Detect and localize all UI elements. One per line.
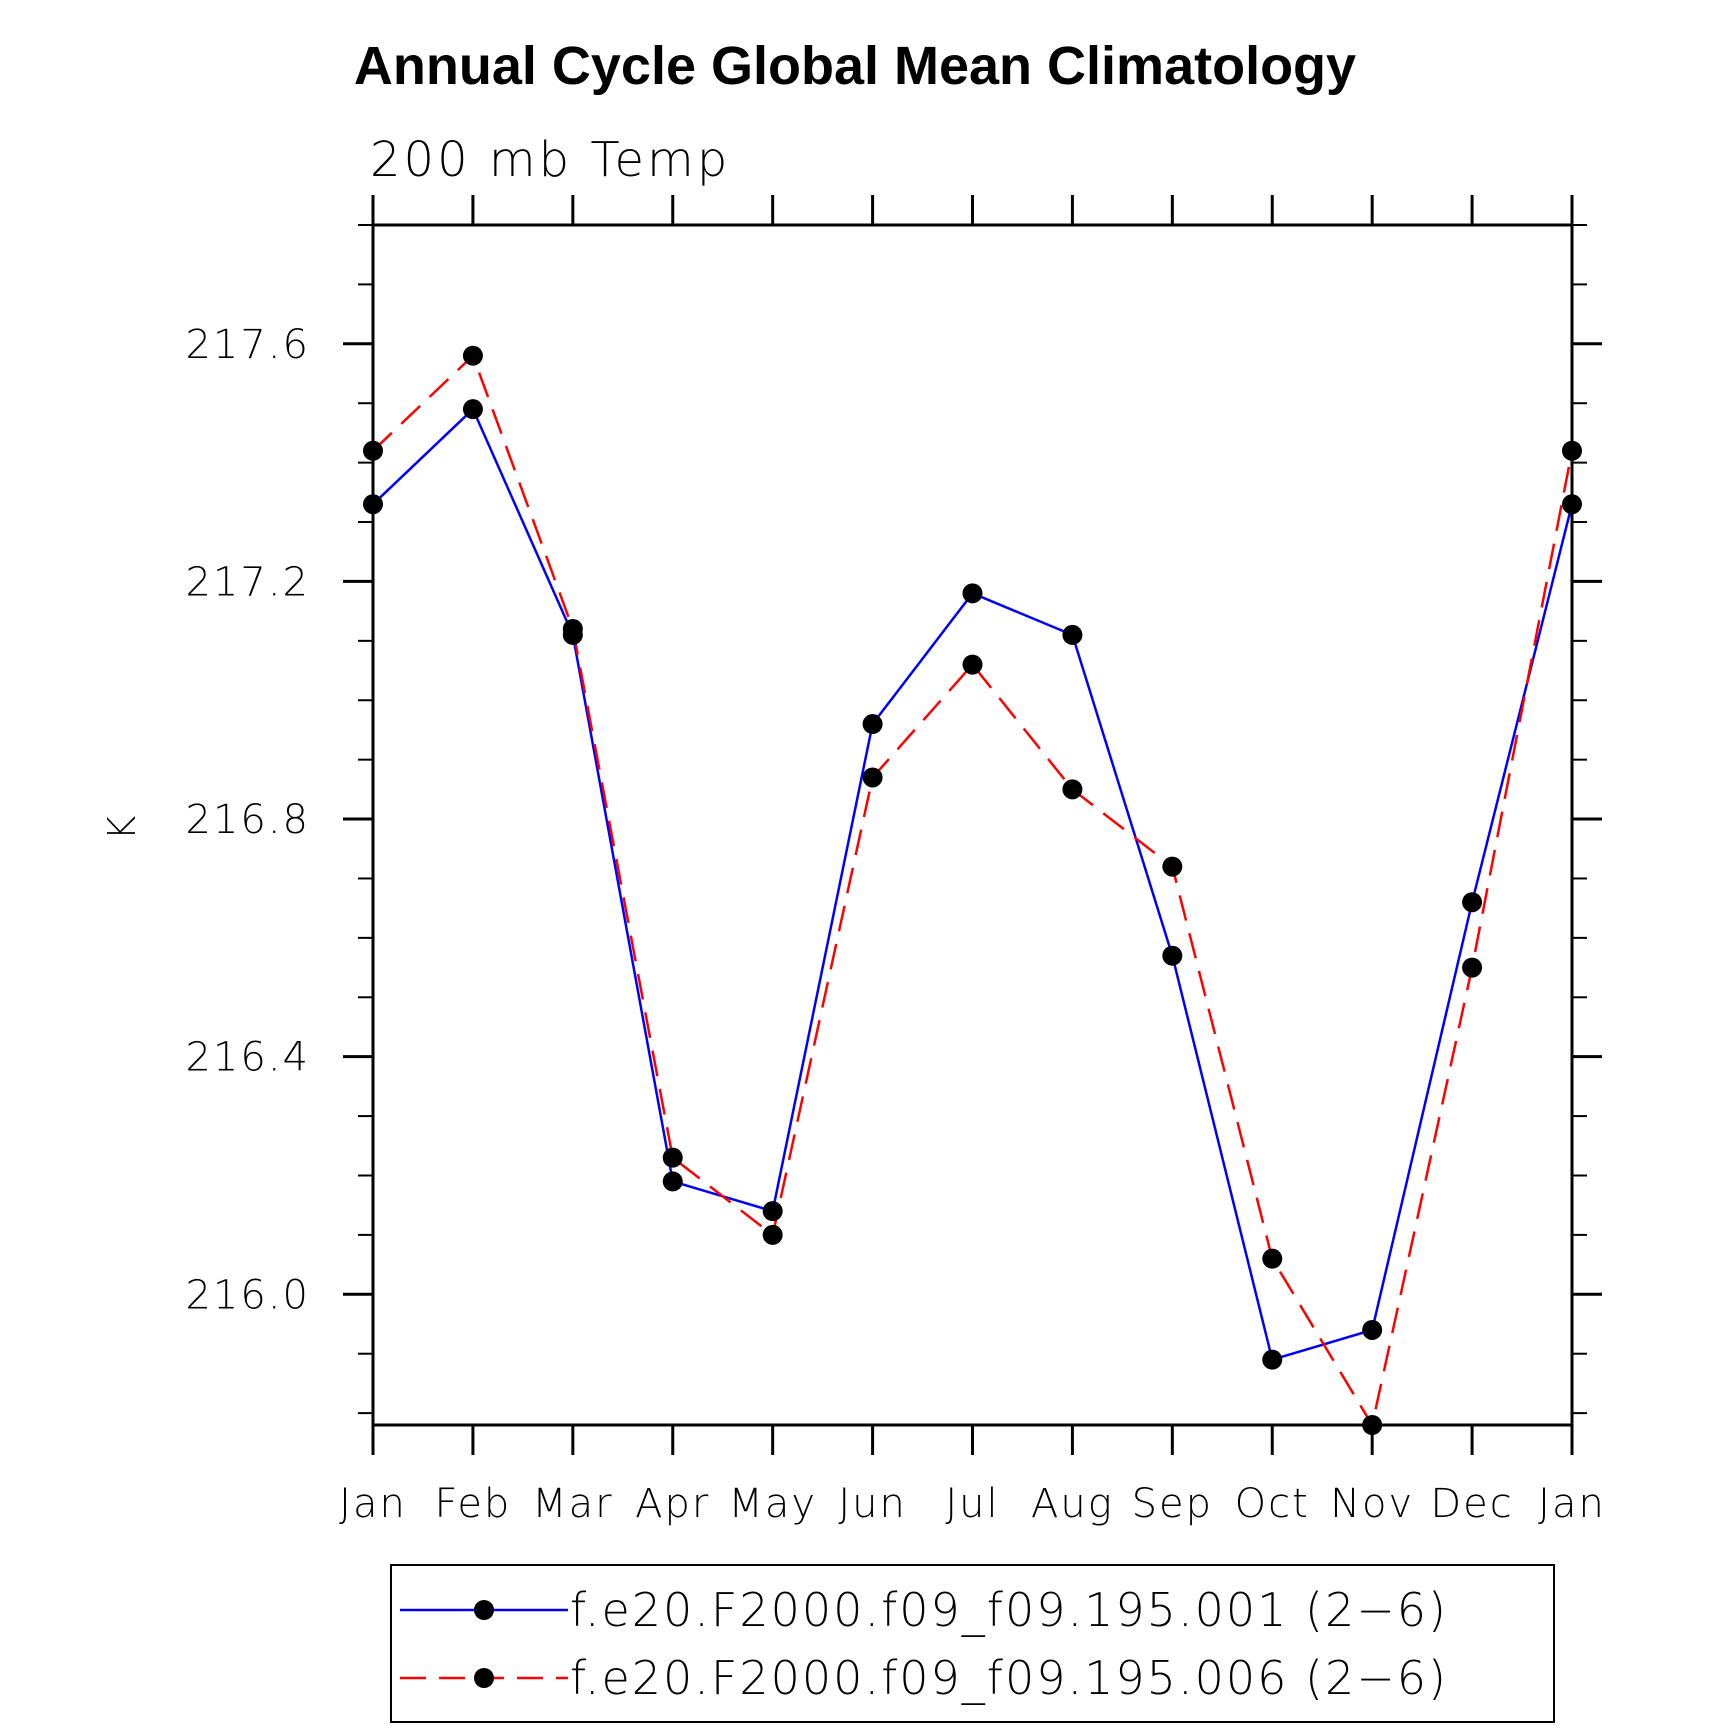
series-line-1 xyxy=(372,407,1574,1362)
data-point-series-1 xyxy=(1162,945,1183,966)
data-point-series-1 xyxy=(1562,494,1582,515)
x-tick-label: Apr xyxy=(635,1481,710,1527)
legend-label-2: f.e20.F2000.f09_f09.195.006 (2−6) xyxy=(570,1651,1448,1705)
legend-marker-2 xyxy=(474,1668,494,1688)
y-tick-labels: 216.0 216.4 216.8 217.2 217.6 xyxy=(185,322,310,1318)
x-tick-label: Nov xyxy=(1330,1481,1414,1527)
x-tick-label: Oct xyxy=(1235,1481,1310,1527)
data-point-series-2 xyxy=(762,1224,783,1245)
legend-label-1: f.e20.F2000.f09_f09.195.001 (2−6) xyxy=(570,1583,1448,1637)
data-point-series-1 xyxy=(1362,1319,1383,1340)
y-tick-label: 216.8 xyxy=(185,797,310,843)
data-point-series-2 xyxy=(1162,856,1183,877)
x-tick-label: Jun xyxy=(838,1481,907,1527)
data-point-series-2 xyxy=(1362,1415,1383,1435)
x-tick-label: Jan xyxy=(1538,1481,1606,1527)
x-tick-label: Mar xyxy=(532,1481,613,1527)
data-point-series-2 xyxy=(562,618,583,639)
data-point-series-2 xyxy=(862,767,883,788)
data-point-series-1 xyxy=(962,583,983,604)
x-tick-label: Dec xyxy=(1430,1481,1513,1527)
data-point-series-1 xyxy=(462,399,483,420)
y-tick-label: 217.2 xyxy=(185,559,310,605)
x-tick-label: Feb xyxy=(435,1481,512,1527)
data-point-series-1 xyxy=(762,1201,783,1222)
y-tick-label: 216.0 xyxy=(185,1272,310,1318)
data-point-series-2 xyxy=(1062,779,1083,800)
x-tick-label: May xyxy=(728,1481,817,1527)
chart-title: Annual Cycle Global Mean Climatology xyxy=(354,36,1356,96)
axis-ticks xyxy=(343,195,1602,1455)
data-point-series-2 xyxy=(462,345,483,366)
data-point-series-2 xyxy=(363,440,383,461)
data-point-series-2 xyxy=(662,1147,683,1168)
legend-box xyxy=(390,1564,1555,1723)
data-point-series-1 xyxy=(1062,624,1083,645)
series-line-2 xyxy=(372,353,1574,1429)
legend: f.e20.F2000.f09_f09.195.001 (2−6) f.e20.F… xyxy=(390,1564,1555,1723)
x-tick-label: Aug xyxy=(1031,1481,1114,1527)
y-tick-label: 217.6 xyxy=(185,322,310,368)
x-tick-label: Sep xyxy=(1132,1481,1213,1527)
data-point-series-1 xyxy=(1262,1349,1283,1370)
chart-subtitle: 200 mb Temp xyxy=(370,132,730,188)
data-point-series-1 xyxy=(662,1171,683,1192)
y-axis-label: K xyxy=(100,815,144,840)
x-tick-label: Jan xyxy=(339,1481,407,1527)
data-point-series-1 xyxy=(1462,892,1483,913)
series-group xyxy=(363,345,1582,1435)
data-point-series-2 xyxy=(1462,957,1483,978)
y-tick-label: 216.4 xyxy=(185,1035,310,1081)
data-point-series-2 xyxy=(1262,1248,1283,1269)
x-tick-labels: Jan Feb Mar Apr May Jun Jul Aug Sep Oct Nov Dec Jan xyxy=(339,1481,1606,1527)
data-point-series-1 xyxy=(862,714,883,735)
data-point-series-1 xyxy=(363,494,383,515)
legend-entries: f.e20.F2000.f09_f09.195.001 (2−6) f.e20.F… xyxy=(400,1583,1448,1705)
x-tick-label: Jul xyxy=(945,1481,999,1527)
legend-marker-1 xyxy=(474,1600,494,1620)
data-point-series-2 xyxy=(962,654,983,675)
data-point-series-2 xyxy=(1562,440,1582,461)
